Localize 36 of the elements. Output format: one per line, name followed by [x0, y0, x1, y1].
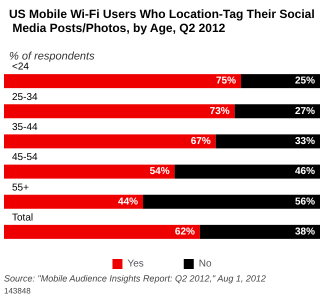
bar: [216, 134, 320, 148]
bar: [234, 104, 320, 118]
bar: [4, 194, 144, 209]
bar: [143, 194, 320, 209]
data-label: 67%: [190, 136, 211, 147]
text: 143848: [4, 286, 32, 296]
source-note: Source: "Mobile Audience Insights Report: Q2 2012," Aug 1, 2012: [4, 274, 266, 284]
y-tick-label: Total: [12, 212, 34, 224]
data-label: 62%: [174, 226, 196, 238]
bar: [4, 74, 241, 88]
chart-subtitle: % of respondents: [9, 50, 96, 62]
legend-label: Yes: [127, 258, 144, 270]
y-tick-label: 45-54: [12, 152, 38, 164]
data-label: 46%: [294, 166, 316, 178]
y-tick-label: <24: [12, 62, 30, 73]
data-label: 54%: [150, 166, 170, 178]
data-label: 56%: [294, 196, 316, 208]
bar: [174, 164, 320, 179]
data-label: 38%: [294, 226, 316, 238]
data-label: 75%: [216, 76, 236, 87]
legend-label: No: [198, 258, 212, 270]
data-label: 44%: [118, 196, 138, 208]
bar: [241, 74, 320, 88]
data-label: 33%: [294, 136, 316, 147]
bar: [4, 164, 175, 179]
bar: [4, 134, 216, 148]
y-tick-label: 25-34: [12, 92, 38, 103]
y-tick-label: 35-44: [12, 122, 38, 133]
bar: [4, 104, 235, 118]
chart-title: US Mobile Wi-Fi Users Who Location-Tag Their Social Media Posts/Photos, by Age, Q2 2012: [9, 7, 315, 35]
bar: [4, 224, 200, 239]
data-label: 27%: [294, 106, 316, 117]
bar: [200, 224, 320, 239]
data-label: 25%: [294, 76, 316, 87]
y-tick-label: 55+: [12, 182, 30, 194]
data-label: 73%: [210, 106, 230, 117]
